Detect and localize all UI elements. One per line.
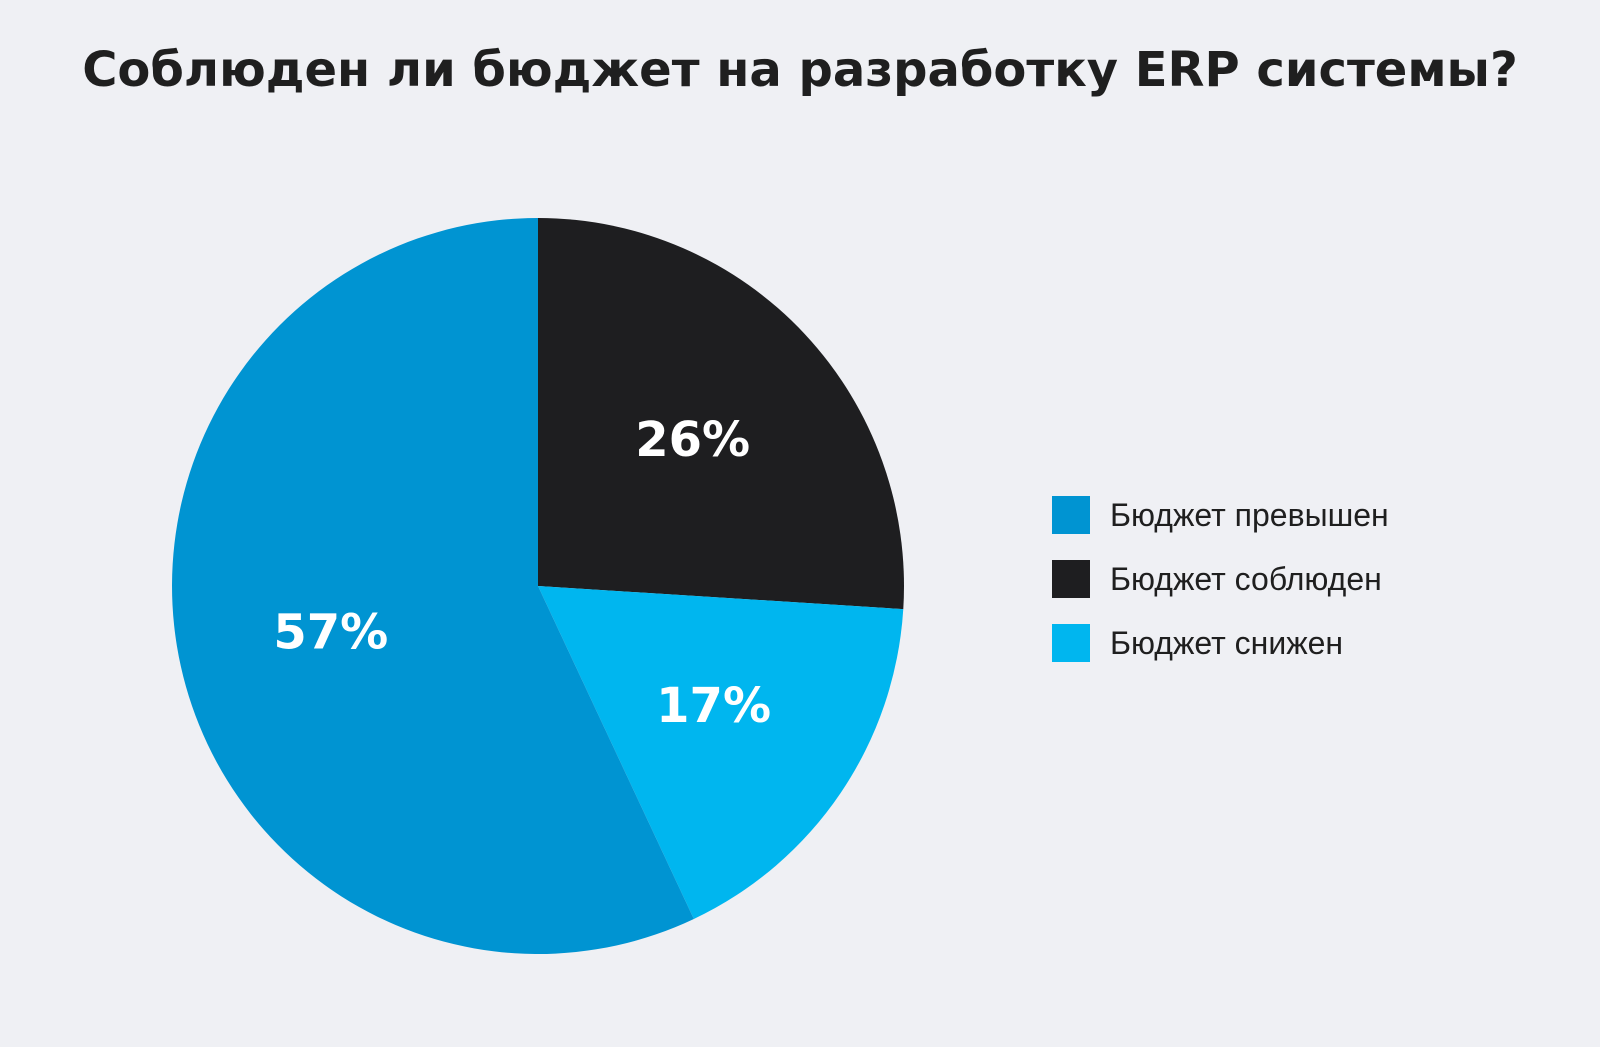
legend-swatch-met [1052, 560, 1090, 598]
legend-item-overrun: Бюджет превышен [1052, 496, 1389, 534]
slice-label-overrun: 57% [273, 605, 388, 661]
legend-label-met: Бюджет соблюден [1110, 560, 1382, 597]
pie-labels: 26% 17% 57% [273, 412, 771, 734]
legend-item-met: Бюджет соблюден [1052, 560, 1389, 598]
chart-title: Соблюден ли бюджет на разработку ERP сис… [82, 42, 1518, 98]
slice-label-reduced: 17% [656, 678, 771, 734]
pie-slices [172, 218, 905, 954]
legend-swatch-overrun [1052, 496, 1090, 534]
legend-item-reduced: Бюджет снижен [1052, 624, 1389, 662]
legend: Бюджет превышен Бюджет соблюден Бюджет с… [1052, 496, 1389, 688]
legend-swatch-reduced [1052, 624, 1090, 662]
pie-slice-met [538, 218, 905, 610]
pie-slice-overrun [172, 218, 694, 954]
legend-label-overrun: Бюджет превышен [1110, 496, 1389, 533]
pie-slice-reduced [538, 586, 904, 919]
slice-label-met: 26% [635, 412, 750, 468]
legend-label-reduced: Бюджет снижен [1110, 624, 1344, 661]
